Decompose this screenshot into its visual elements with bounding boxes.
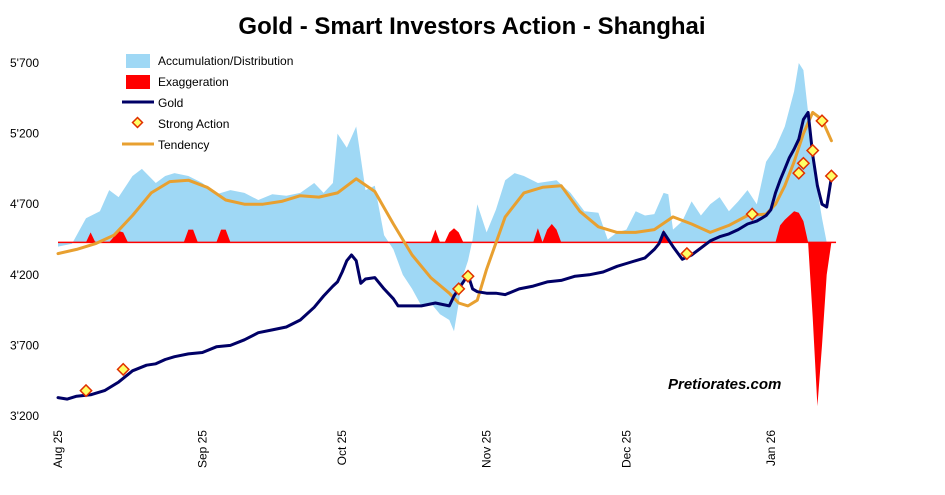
y-tick-label: 4'200 (10, 268, 39, 282)
x-tick-label: Aug 25 (51, 430, 65, 468)
strong-action-marker (792, 166, 806, 180)
x-tick-label: Oct 25 (335, 430, 349, 466)
axes: 5'700 5'200 4'700 4'200 3'700 3'200 Aug 25 Sep … (10, 56, 778, 468)
legend: Accumulation/Distribution Exaggeration G… (122, 54, 293, 152)
plot-area (56, 63, 839, 407)
x-tick-label: Dec 25 (619, 430, 633, 468)
strong-action-marker (745, 207, 759, 221)
legend-label-gold: Gold (158, 96, 183, 110)
accumulation-area (58, 63, 832, 332)
strong-action-marker (461, 269, 475, 283)
strong-action-marker (796, 156, 811, 171)
strong-action-marker (680, 246, 694, 261)
legend-label-exaggeration: Exaggeration (158, 75, 229, 89)
strong-action-marker (116, 362, 130, 377)
y-tick-label: 3'200 (10, 409, 39, 423)
x-tick-label: Sep 25 (195, 430, 209, 468)
strong-action-marker (79, 383, 93, 398)
y-tick-label: 5'200 (10, 127, 39, 141)
legend-swatch-strong-action (131, 116, 144, 129)
watermark: Pretiorates.com (668, 376, 781, 393)
legend-label-tendency: Tendency (158, 138, 209, 152)
strong-action-marker (451, 282, 466, 296)
x-tick-label: Nov 25 (480, 430, 494, 468)
y-tick-label: 5'700 (10, 56, 39, 70)
legend-label-accumulation: Accumulation/Distribution (158, 54, 293, 68)
strong-action-marker (805, 143, 820, 158)
legend-swatch-exaggeration (126, 75, 150, 89)
strong-action-marker (815, 114, 829, 128)
y-tick-label: 3'700 (10, 338, 39, 352)
y-tick-label: 4'700 (10, 197, 39, 211)
strong-action-marker (824, 169, 839, 183)
legend-label-strong-action: Strong Action (158, 117, 229, 131)
chart-title: Gold - Smart Investors Action - Shanghai (238, 13, 705, 40)
gold-line (56, 110, 833, 401)
x-tick-label: Jan 26 (764, 430, 778, 466)
legend-swatch-accumulation (126, 54, 150, 68)
